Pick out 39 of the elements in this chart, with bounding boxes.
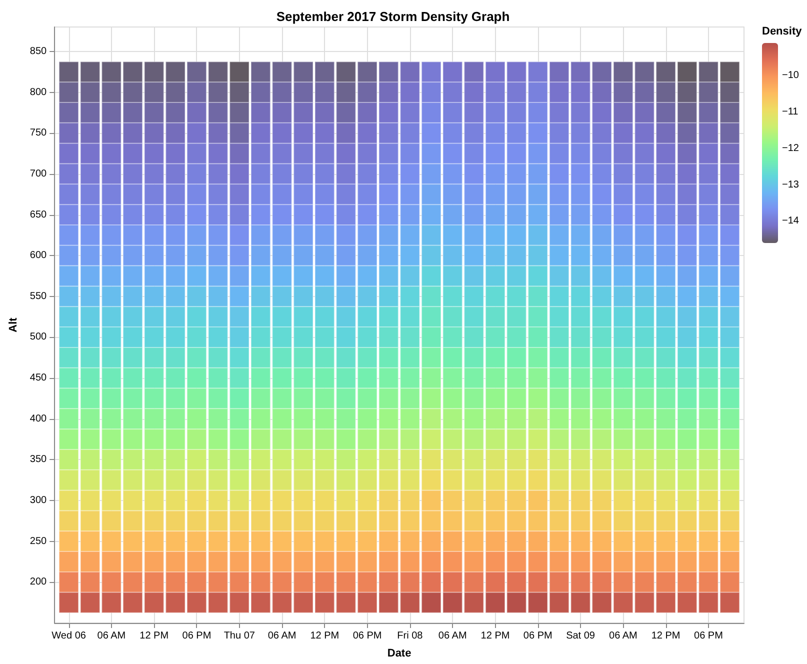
y-tick-label: 550 <box>30 290 48 302</box>
y-tick-label: 400 <box>30 413 48 424</box>
y-tick-label: 800 <box>30 86 48 98</box>
x-axis-title: Date <box>387 648 412 660</box>
x-tick-label: 06 AM <box>97 630 126 642</box>
chart-title: September 2017 Storm Density Graph <box>276 9 510 24</box>
x-tick-label: Thu 07 <box>224 630 256 642</box>
color-bar-label: −12 <box>782 142 800 154</box>
x-tick-label: 06 PM <box>694 630 723 642</box>
x-tick-label: Fri 08 <box>397 630 424 642</box>
y-tick-label: 650 <box>30 209 48 220</box>
x-tick-label: 12 PM <box>480 630 510 642</box>
x-tick-label: Sat 09 <box>566 630 596 642</box>
y-tick-label: 300 <box>30 495 48 506</box>
x-tick-label: Wed 06 <box>52 630 86 642</box>
y-tick-label: 600 <box>30 250 48 262</box>
x-tick-label: 12 PM <box>140 630 169 642</box>
color-bar-label: −14 <box>782 216 800 227</box>
x-tick-label: 06 PM <box>523 630 552 642</box>
y-tick-label: 250 <box>30 536 48 547</box>
y-tick-label: 200 <box>30 576 48 588</box>
legend-title: Density <box>762 26 803 38</box>
x-tick-label: 12 PM <box>651 630 680 642</box>
x-tick-label: 06 PM <box>182 630 212 642</box>
x-tick-label: 06 AM <box>438 630 467 642</box>
x-tick-label: 06 AM <box>608 630 638 642</box>
y-tick-label: 750 <box>30 128 48 139</box>
color-bar-label: −13 <box>782 179 800 190</box>
x-tick-label: 06 PM <box>352 630 382 642</box>
y-tick-label: 500 <box>30 332 48 343</box>
color-bar-label: −11 <box>782 106 799 118</box>
y-tick-label: 350 <box>30 454 48 466</box>
y-axis-title: Alt <box>8 317 20 332</box>
x-tick-label: 06 AM <box>268 630 296 642</box>
color-bar-label: −10 <box>782 70 800 82</box>
y-tick-label: 850 <box>30 46 48 57</box>
y-tick-label: 450 <box>30 372 48 384</box>
x-tick-label: 12 PM <box>310 630 340 642</box>
y-tick-label: 700 <box>30 168 48 180</box>
